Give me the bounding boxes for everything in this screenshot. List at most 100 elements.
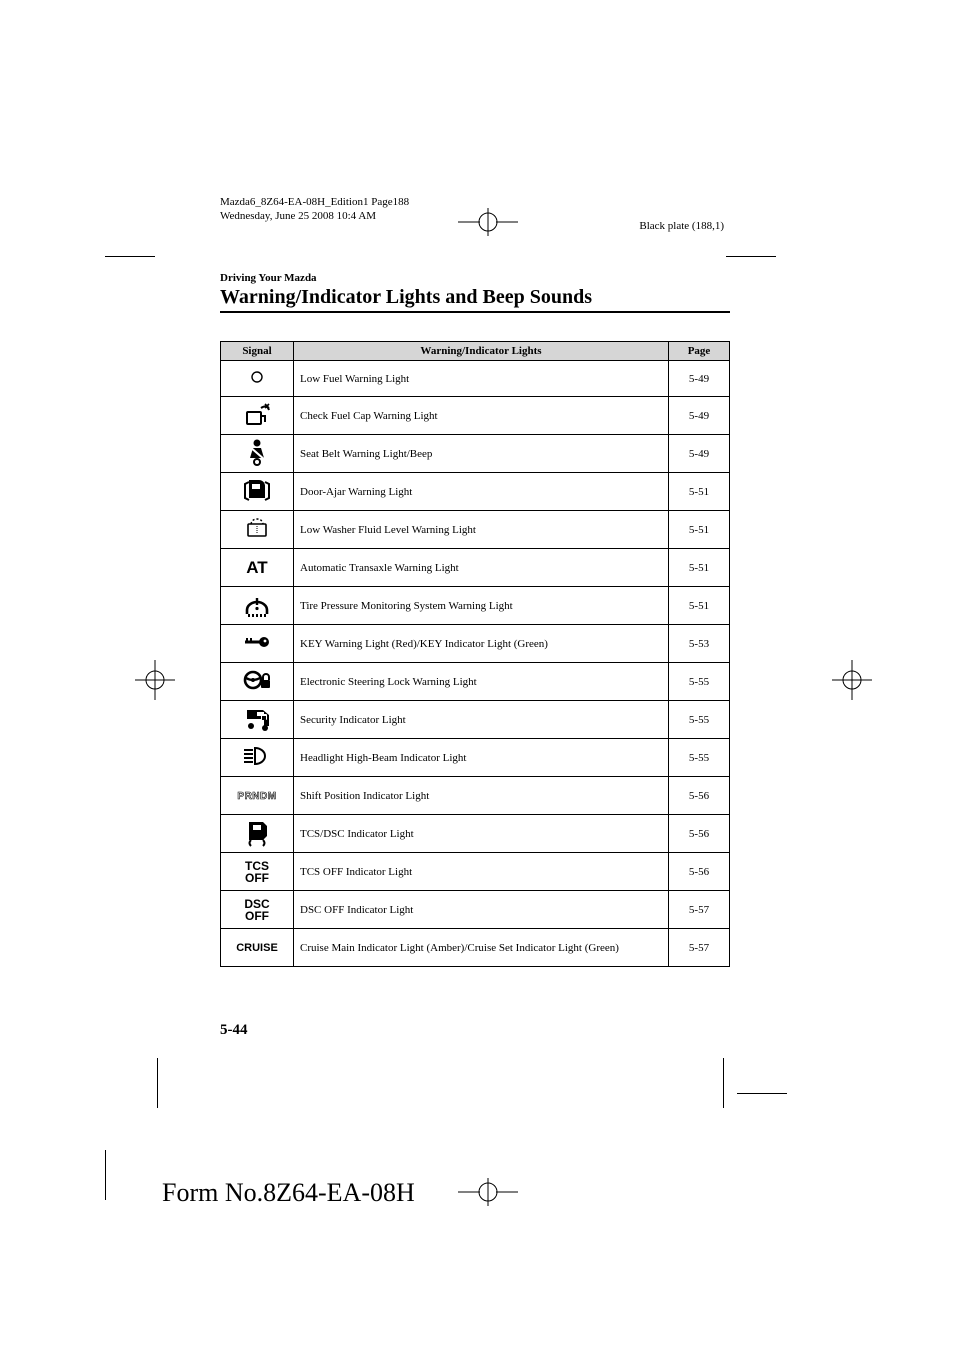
tcs-off-icon: TCSOFF: [221, 860, 293, 884]
signal-cell: PRNDM: [221, 777, 294, 815]
doc-meta: Mazda6_8Z64-EA-08H_Edition1 Page188 Wedn…: [220, 195, 409, 224]
tpms-icon: [221, 588, 293, 620]
signal-cell: [221, 815, 294, 853]
page-number: 5-44: [220, 1022, 248, 1039]
desc-cell: Seat Belt Warning Light/Beep: [294, 435, 669, 473]
page-cell: 5-51: [669, 473, 730, 511]
signal-cell: [221, 739, 294, 777]
signal-cell: [221, 435, 294, 473]
page-cell: 5-51: [669, 511, 730, 549]
crop-mark: [157, 1058, 158, 1108]
page-content: Driving Your Mazda Warning/Indicator Lig…: [220, 272, 730, 967]
table-row: Tire Pressure Monitoring System Warning …: [221, 587, 730, 625]
signal-cell: [221, 587, 294, 625]
section-title: Warning/Indicator Lights and Beep Sounds: [220, 286, 730, 309]
doc-meta-line1: Mazda6_8Z64-EA-08H_Edition1 Page188: [220, 195, 409, 209]
table-row: Low Washer Fluid Level Warning Light5-51: [221, 511, 730, 549]
page-cell: 5-49: [669, 435, 730, 473]
signal-cell: [221, 701, 294, 739]
desc-cell: Cruise Main Indicator Light (Amber)/Crui…: [294, 929, 669, 967]
desc-cell: TCS/DSC Indicator Light: [294, 815, 669, 853]
table-row: Check Fuel Cap Warning Light5-49: [221, 397, 730, 435]
desc-cell: TCS OFF Indicator Light: [294, 853, 669, 891]
signal-cell: [221, 397, 294, 435]
form-number: Form No.8Z64-EA-08H: [162, 1178, 415, 1208]
signal-cell: [221, 511, 294, 549]
crop-mark: [726, 256, 776, 257]
high-beam-icon: [221, 740, 293, 772]
crop-mark: [105, 256, 155, 257]
page-cell: 5-55: [669, 739, 730, 777]
title-rule: [220, 311, 730, 313]
registration-mark-bottom-icon: [458, 1172, 518, 1212]
signal-cell: [221, 625, 294, 663]
doc-meta-line2: Wednesday, June 25 2008 10:4 AM: [220, 209, 409, 223]
fuel-cap-icon: [221, 398, 293, 430]
table-row: TCSOFFTCS OFF Indicator Light5-56: [221, 853, 730, 891]
desc-cell: DSC OFF Indicator Light: [294, 891, 669, 929]
crop-mark: [105, 1150, 106, 1200]
desc-cell: Security Indicator Light: [294, 701, 669, 739]
signal-cell: CRUISE: [221, 929, 294, 967]
signal-cell: [221, 473, 294, 511]
desc-cell: Low Fuel Warning Light: [294, 361, 669, 397]
at-icon: AT: [221, 558, 293, 578]
crop-mark: [737, 1093, 787, 1094]
table-row: TCS/DSC Indicator Light5-56: [221, 815, 730, 853]
table-row: Seat Belt Warning Light/Beep5-49: [221, 435, 730, 473]
signal-cell: AT: [221, 549, 294, 587]
desc-cell: Low Washer Fluid Level Warning Light: [294, 511, 669, 549]
table-row: DSCOFFDSC OFF Indicator Light5-57: [221, 891, 730, 929]
seat-belt-icon: [221, 436, 293, 468]
dsc-off-icon: DSCOFF: [221, 898, 293, 922]
key-icon: [221, 626, 293, 658]
desc-cell: Electronic Steering Lock Warning Light: [294, 663, 669, 701]
page-cell: 5-56: [669, 853, 730, 891]
table-row: Headlight High-Beam Indicator Light5-55: [221, 739, 730, 777]
registration-mark-top-icon: [458, 202, 518, 242]
registration-mark-icon: [832, 660, 872, 700]
shift-icon: PRNDM: [221, 791, 293, 802]
tcs-dsc-icon: [221, 816, 293, 848]
page-cell: 5-55: [669, 701, 730, 739]
signal-cell: [221, 663, 294, 701]
desc-cell: Tire Pressure Monitoring System Warning …: [294, 587, 669, 625]
washer-icon: [221, 512, 293, 544]
page-cell: 5-55: [669, 663, 730, 701]
page-cell: 5-57: [669, 891, 730, 929]
cruise-icon: CRUISE: [221, 942, 293, 954]
page-cell: 5-51: [669, 587, 730, 625]
signal-cell: DSCOFF: [221, 891, 294, 929]
steer-lock-icon: [221, 664, 293, 696]
signal-cell: [221, 361, 294, 397]
table-row: Security Indicator Light5-55: [221, 701, 730, 739]
desc-cell: Check Fuel Cap Warning Light: [294, 397, 669, 435]
col-header-desc: Warning/Indicator Lights: [294, 342, 669, 361]
table-row: Low Fuel Warning Light5-49: [221, 361, 730, 397]
door-ajar-icon: [221, 474, 293, 506]
page-cell: 5-56: [669, 815, 730, 853]
desc-cell: Automatic Transaxle Warning Light: [294, 549, 669, 587]
table-row: ATAutomatic Transaxle Warning Light5-51: [221, 549, 730, 587]
page-cell: 5-49: [669, 361, 730, 397]
table-row: KEY Warning Light (Red)/KEY Indicator Li…: [221, 625, 730, 663]
desc-cell: KEY Warning Light (Red)/KEY Indicator Li…: [294, 625, 669, 663]
page-cell: 5-49: [669, 397, 730, 435]
table-row: Door-Ajar Warning Light5-51: [221, 473, 730, 511]
desc-cell: Headlight High-Beam Indicator Light: [294, 739, 669, 777]
table-row: PRNDMShift Position Indicator Light5-56: [221, 777, 730, 815]
table-row: CRUISECruise Main Indicator Light (Amber…: [221, 929, 730, 967]
signal-cell: TCSOFF: [221, 853, 294, 891]
page-cell: 5-51: [669, 549, 730, 587]
desc-cell: Door-Ajar Warning Light: [294, 473, 669, 511]
crop-mark: [723, 1058, 724, 1108]
page-cell: 5-57: [669, 929, 730, 967]
plate-info: Black plate (188,1): [639, 220, 724, 232]
col-header-signal: Signal: [221, 342, 294, 361]
page-cell: 5-53: [669, 625, 730, 663]
table-row: Electronic Steering Lock Warning Light5-…: [221, 663, 730, 701]
low-fuel-icon: [221, 361, 293, 393]
warning-lights-table: Signal Warning/Indicator Lights Page Low…: [220, 341, 730, 967]
col-header-page: Page: [669, 342, 730, 361]
registration-mark-icon: [135, 660, 175, 700]
